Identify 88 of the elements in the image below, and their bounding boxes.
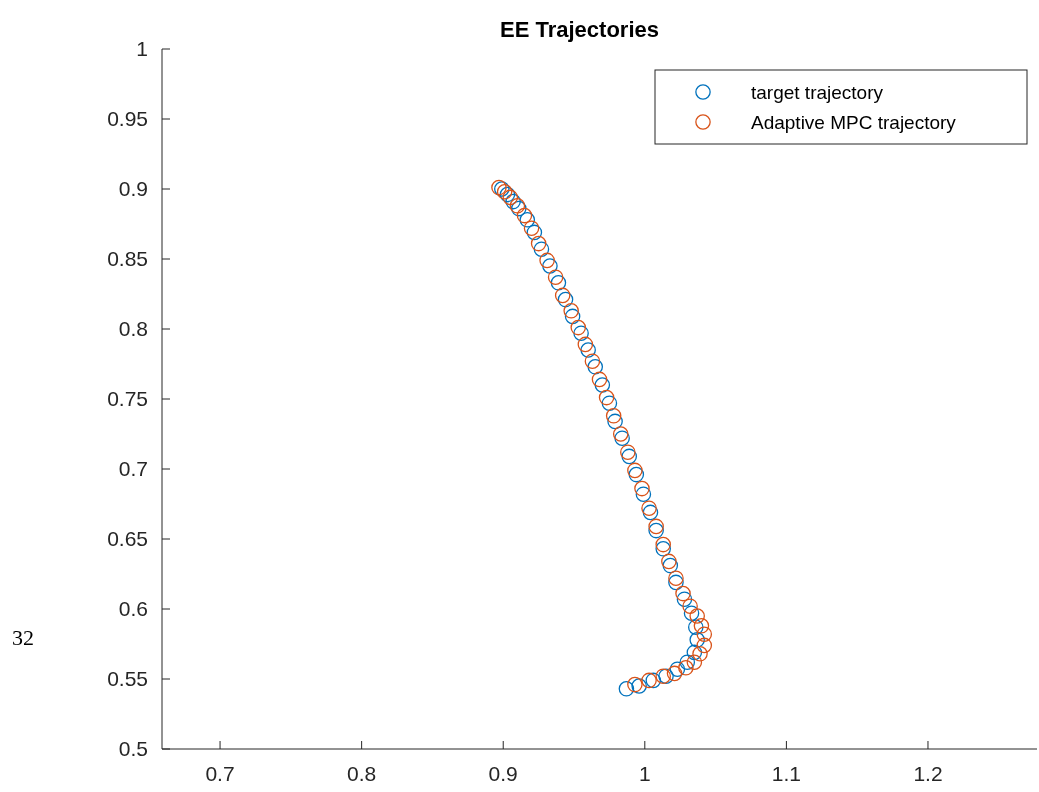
point (557, 291, 574, 308)
point (627, 676, 643, 693)
point (519, 212, 536, 228)
point (686, 644, 703, 661)
point (693, 618, 710, 634)
x-tick-label: 0.7 (205, 762, 235, 785)
point (642, 504, 659, 521)
y-tick-label: 0.8 (118, 317, 148, 341)
point (689, 608, 705, 624)
point (641, 500, 657, 516)
point (598, 389, 615, 406)
x-tick-label: 0.9 (488, 762, 518, 785)
point (587, 359, 604, 375)
point (678, 660, 694, 676)
x-tick-label: 1.2 (913, 762, 943, 785)
point (620, 444, 636, 460)
point (675, 585, 691, 602)
point (645, 672, 662, 689)
point (655, 536, 671, 553)
chart-title: EE Trajectories (500, 17, 659, 42)
y-tick-label: 0.6 (118, 597, 148, 621)
y-tick-label: 0.55 (107, 667, 148, 691)
point (607, 413, 623, 430)
legend-label: target trajectory (751, 81, 884, 103)
point (696, 637, 713, 654)
point (641, 672, 657, 689)
y-tick-label: 0.65 (107, 527, 148, 551)
point (627, 462, 643, 479)
point (564, 308, 581, 325)
point (635, 486, 652, 502)
point (601, 395, 618, 411)
point (547, 269, 564, 285)
point (530, 235, 547, 252)
y-tick-label: 0.85 (107, 247, 148, 271)
point (628, 466, 645, 483)
point (686, 654, 703, 670)
point (689, 632, 705, 648)
point (505, 193, 521, 210)
point (661, 553, 677, 570)
y-tick-label: 0.75 (107, 387, 148, 411)
point (612, 426, 629, 442)
point (666, 665, 683, 682)
point (669, 661, 686, 677)
point (668, 570, 684, 586)
x-tick-label: 1.1 (771, 762, 801, 785)
point (570, 319, 587, 336)
y-tick-label: 1 (136, 37, 148, 61)
point (533, 241, 550, 257)
point (662, 557, 679, 574)
legend-label: Adaptive MPC trajectory (751, 111, 957, 133)
point (573, 325, 589, 341)
point (696, 626, 713, 642)
text: 32 (12, 625, 34, 650)
point (648, 518, 664, 535)
point (683, 605, 700, 621)
point (621, 448, 638, 465)
point (676, 591, 693, 607)
point (516, 207, 533, 224)
point (550, 275, 567, 291)
point (526, 224, 543, 241)
x-tick-label: 0.8 (347, 762, 377, 785)
point (655, 541, 671, 557)
point (692, 646, 708, 662)
point (563, 303, 579, 319)
point (614, 430, 630, 446)
point (631, 678, 647, 694)
point (584, 353, 601, 369)
y-tick-label: 0.7 (118, 457, 148, 481)
point (682, 598, 698, 614)
x-tick-label: 1 (638, 762, 651, 785)
y-tick-label: 0.95 (107, 107, 148, 131)
point (594, 377, 611, 393)
point (679, 654, 696, 670)
y-tick-label: 0.9 (118, 177, 148, 201)
point (687, 619, 704, 635)
point (523, 220, 540, 236)
point (577, 336, 594, 353)
point (591, 371, 608, 388)
point (618, 681, 635, 697)
point (605, 408, 622, 424)
point (554, 287, 571, 304)
point (542, 258, 558, 274)
point (580, 342, 596, 358)
y-tick-label: 0.5 (118, 737, 148, 761)
point (648, 522, 664, 539)
point (539, 252, 555, 269)
point (634, 480, 650, 497)
point (668, 574, 684, 591)
